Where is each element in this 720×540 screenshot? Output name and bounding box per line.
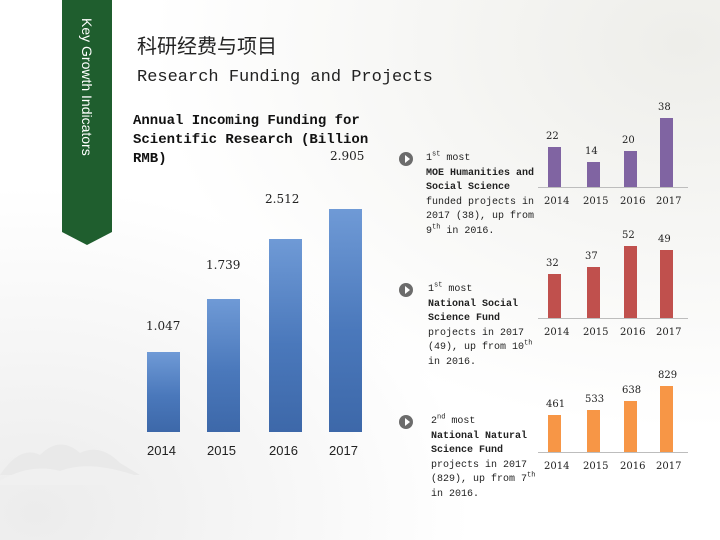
mini-value-label: 461	[546, 399, 566, 411]
mini-bar-2016	[624, 150, 637, 187]
mini-year-label: 2017	[656, 327, 682, 338]
mini-year-label: 2016	[620, 327, 646, 338]
mini-year-label: 2015	[583, 327, 609, 338]
arrow-bullet-icon	[399, 415, 413, 429]
mini-year-label: 2015	[583, 461, 609, 472]
note-rank: 1	[428, 284, 435, 295]
mini-bar-2014	[548, 147, 561, 187]
funding-year-label: 2015	[207, 443, 236, 458]
mini-value-label: 32	[546, 257, 559, 269]
mini-year-label: 2014	[544, 461, 570, 472]
note-rest-sup: th	[527, 471, 536, 480]
note-rank: 2	[431, 416, 438, 427]
note-word: most	[442, 284, 473, 295]
mini-bar-2017	[660, 386, 673, 452]
note-rank: 1	[426, 153, 433, 164]
mini-bar-2017	[660, 118, 673, 187]
mini-year-label: 2017	[656, 196, 682, 207]
mini-value-label: 20	[622, 134, 635, 146]
mini-bar-2015	[587, 266, 600, 318]
mini-value-label: 14	[585, 145, 598, 157]
mini-value-label: 49	[658, 234, 671, 246]
note-rest-sup: th	[432, 223, 441, 232]
note-bold: National Social Science Fund	[428, 298, 519, 325]
funding-bar-2016	[269, 239, 302, 432]
funding-year-label: 2016	[269, 443, 298, 458]
mini-value-label: 37	[585, 250, 598, 262]
note-bold: National Natural Science Fund	[431, 430, 528, 457]
mini-year-label: 2014	[544, 196, 570, 207]
page-title-chinese: 科研经费与项目	[137, 34, 277, 58]
mini-bar-2016	[624, 401, 637, 452]
highlight-note: 1st most MOE Humanities and Social Scienc…	[426, 150, 536, 239]
highlight-note: 1st most National Social Science Fund pro…	[428, 281, 538, 370]
mini-year-label: 2016	[620, 461, 646, 472]
mini-value-label: 22	[546, 131, 559, 143]
mini-year-label: 2016	[620, 196, 646, 207]
funding-bar-2015	[207, 298, 240, 432]
note-rest: projects in 2017 (829), up from 7	[431, 459, 528, 486]
mini-bar-2014	[548, 273, 561, 318]
ribbon-label: Key Growth Indicators	[79, 18, 95, 156]
note-bold: MOE Humanities and Social Science	[426, 167, 535, 194]
page-title-english: Research Funding and Projects	[137, 68, 433, 87]
mini-value-label: 533	[585, 393, 605, 405]
mini-year-label: 2014	[544, 327, 570, 338]
mini-chart-baseline	[538, 318, 688, 319]
ink-mountain-decoration	[0, 444, 140, 485]
note-word: most	[440, 153, 471, 164]
note-sup: st	[434, 281, 443, 290]
note-rest-end: in 2016.	[440, 225, 495, 237]
note-sup: st	[432, 150, 441, 159]
funding-year-label: 2014	[147, 443, 176, 458]
funding-chart-title: Annual Incoming Funding for Scientific R…	[133, 113, 369, 167]
note-word: most	[445, 416, 476, 427]
funding-year-label: 2017	[329, 443, 358, 458]
ribbon-label-wrap: Key Growth Indicators	[62, 18, 112, 218]
mini-bar-2015	[587, 409, 600, 452]
note-rest-sup: th	[524, 339, 533, 348]
note-rest-end: in 2016.	[428, 356, 477, 368]
note-rest: funded projects in 2017 (38), up from 9	[426, 196, 535, 237]
funding-value-label: 1.047	[146, 319, 181, 333]
mini-year-label: 2017	[656, 461, 682, 472]
mini-value-label: 52	[622, 230, 635, 241]
funding-bar-2014	[147, 351, 180, 432]
mini-value-label: 38	[658, 102, 671, 113]
funding-value-label: 2.905	[330, 149, 365, 163]
arrow-bullet-icon	[399, 283, 413, 297]
highlight-note: 2nd most National Natural Science Fund pr…	[431, 413, 541, 502]
mini-bar-2015	[587, 161, 600, 187]
mini-bar-2016	[624, 246, 637, 318]
funding-value-label: 1.739	[206, 258, 241, 272]
note-rest: projects in 2017 (49), up from 10	[428, 327, 525, 354]
note-sup: nd	[437, 413, 446, 422]
funding-value-label: 2.512	[265, 192, 300, 206]
mini-year-label: 2015	[583, 196, 609, 207]
mini-value-label: 829	[658, 370, 678, 381]
mini-chart-baseline	[538, 452, 688, 453]
key-growth-ribbon	[62, 0, 112, 245]
mini-value-label: 638	[622, 385, 642, 397]
mini-chart-baseline	[538, 187, 688, 188]
arrow-bullet-icon	[399, 152, 413, 166]
funding-bar-2017	[329, 209, 362, 432]
note-rest-end: in 2016.	[431, 488, 480, 500]
mini-bar-2014	[548, 415, 561, 452]
mini-bar-2017	[660, 250, 673, 318]
